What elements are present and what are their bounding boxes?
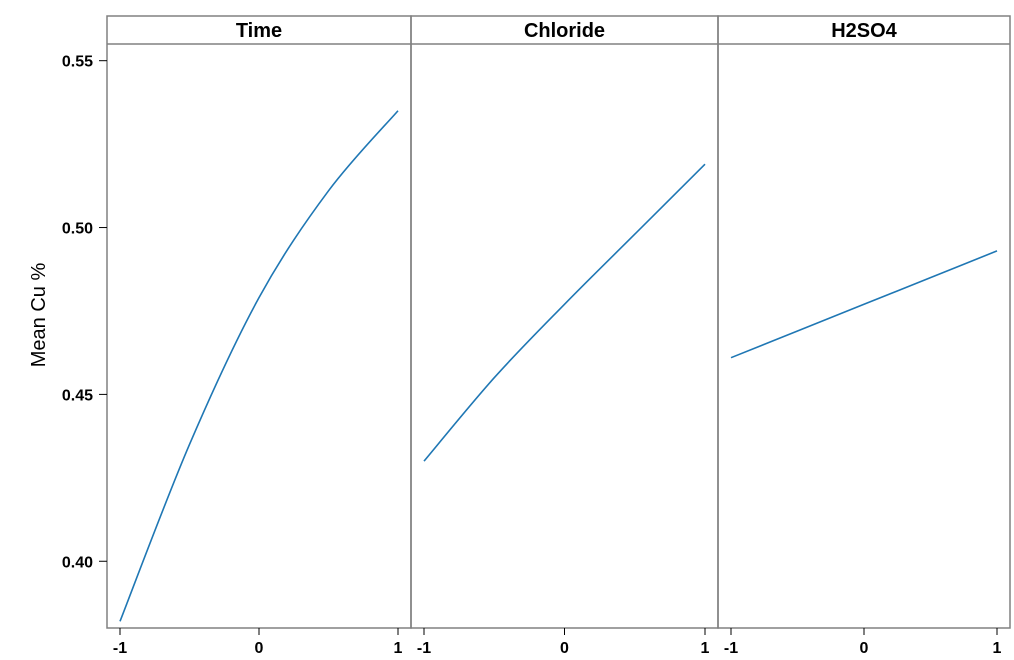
- x-tick-label: 1: [993, 640, 1002, 657]
- panel-frame: [410, 15, 719, 629]
- x-tick-label: 1: [701, 640, 710, 657]
- panel-time: Time -1 0 1: [106, 15, 412, 657]
- x-tick-label: -1: [417, 640, 431, 657]
- panel-title: H2SO4: [831, 20, 897, 42]
- y-axis-label: Mean Cu %: [28, 263, 50, 368]
- x-tick-label: -1: [724, 640, 738, 657]
- x-tick-label: 0: [560, 640, 569, 657]
- y-tick-label: 0.40: [62, 554, 93, 571]
- x-tick-label: -1: [113, 640, 127, 657]
- x-tick-label: 1: [394, 640, 403, 657]
- x-tick-label: 0: [255, 640, 264, 657]
- panels: Time -1 0 1 Chloride -1 0 1 H2SO4 -1 0 1: [106, 15, 1011, 657]
- panel-title: Time: [236, 20, 282, 42]
- series-line-chloride: [423, 163, 706, 462]
- y-axis: 0.40 0.45 0.50 0.55: [62, 54, 107, 571]
- panel-title: Chloride: [524, 20, 605, 42]
- y-tick-label: 0.55: [62, 54, 93, 71]
- x-tick-label: 0: [860, 640, 869, 657]
- y-tick-label: 0.50: [62, 221, 93, 238]
- panel-frame: [717, 15, 1011, 629]
- series-line-time: [119, 110, 399, 622]
- y-tick-label: 0.45: [62, 387, 93, 404]
- panel-h2so4: H2SO4 -1 0 1: [717, 15, 1011, 657]
- series-line-h2so4: [730, 250, 998, 359]
- panel-chloride: Chloride -1 0 1: [410, 15, 719, 657]
